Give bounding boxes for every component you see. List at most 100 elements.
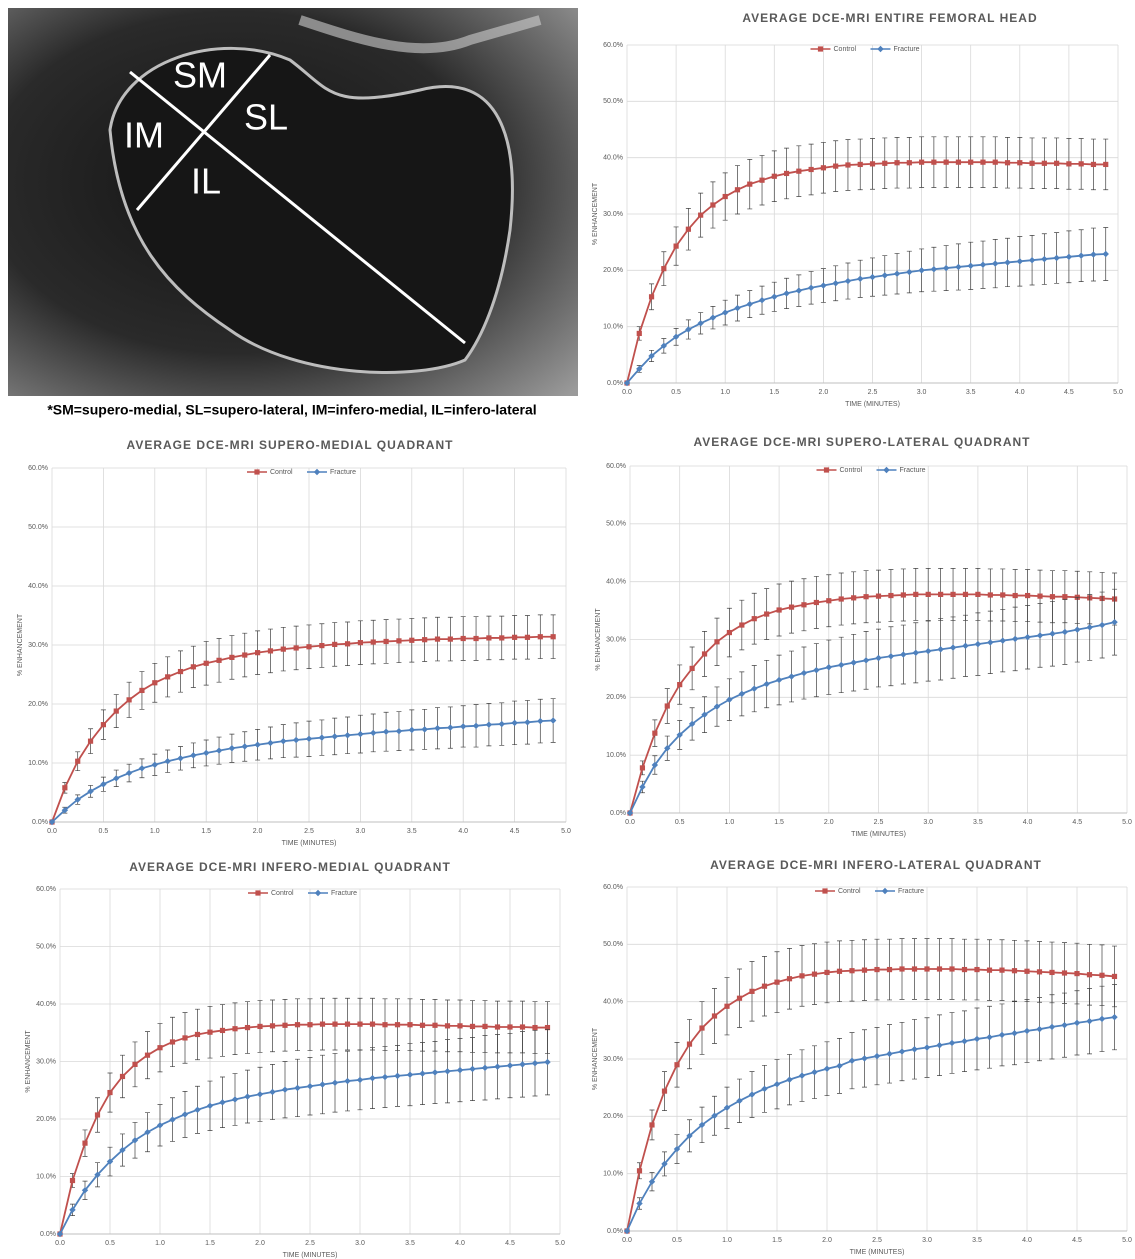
y-tick-label: 60.0% (603, 884, 623, 891)
y-tick-label: 50.0% (603, 98, 623, 105)
legend-label: Fracture (894, 46, 920, 53)
marker (849, 968, 854, 973)
marker (826, 598, 831, 603)
marker (763, 681, 769, 687)
marker (808, 285, 814, 291)
marker (145, 1053, 150, 1058)
marker (1061, 1022, 1067, 1028)
marker (152, 762, 158, 768)
marker (319, 1081, 325, 1087)
figure-canvas: SM SL IM IL *SM=supero-medial, SL=supero… (0, 0, 1135, 1259)
marker (332, 642, 337, 647)
chart-title: AVERAGE DCE-MRI SUPERO-LATERAL QUADRANT (693, 435, 1030, 449)
x-tick-label: 2.0 (253, 828, 263, 835)
marker (332, 733, 338, 739)
y-tick-label: 20.0% (603, 267, 623, 274)
marker (396, 728, 402, 734)
error-bars (625, 228, 1109, 383)
x-tick-label: 3.5 (407, 828, 417, 835)
marker (851, 595, 856, 600)
marker (674, 1062, 679, 1067)
marker (395, 1022, 400, 1027)
marker (229, 655, 234, 660)
marker (1079, 161, 1084, 166)
marker (191, 664, 196, 669)
marker (70, 1178, 75, 1183)
y-tick-label: 10.0% (36, 1173, 56, 1180)
marker (219, 1099, 225, 1105)
y-tick-label: 20.0% (603, 1113, 623, 1120)
marker (888, 653, 894, 659)
marker (749, 1091, 755, 1097)
marker (787, 976, 792, 981)
marker (320, 1022, 325, 1027)
marker (899, 1048, 905, 1054)
marker (809, 167, 814, 172)
series-line (52, 721, 553, 822)
marker (1029, 161, 1034, 166)
y-tick-label: 50.0% (606, 521, 626, 528)
marker (357, 1077, 363, 1083)
marker (826, 664, 832, 670)
marker (469, 1066, 475, 1072)
marker (962, 643, 968, 649)
marker (875, 655, 881, 661)
marker (113, 775, 119, 781)
x-tick-label: 1.0 (720, 389, 730, 396)
marker (1053, 255, 1059, 261)
marker (751, 685, 757, 691)
marker (371, 639, 376, 644)
marker (950, 592, 955, 597)
y-tick-label: 40.0% (603, 999, 623, 1006)
marker (850, 659, 856, 665)
marker (925, 648, 931, 654)
marker (344, 1078, 350, 1084)
y-axis-title: % ENHANCEMENT (592, 1027, 599, 1090)
marker (434, 725, 440, 731)
marker (697, 320, 703, 326)
marker (869, 274, 875, 280)
marker (473, 723, 479, 729)
marker (384, 639, 389, 644)
x-tick-label: 1.5 (205, 1240, 215, 1247)
marker (662, 1089, 667, 1094)
x-tick-label: 3.5 (966, 389, 976, 396)
marker (242, 743, 248, 749)
marker (294, 1085, 300, 1091)
y-axis-title: % ENHANCEMENT (592, 182, 599, 245)
y-tick-label: 0.0% (40, 1231, 56, 1238)
marker (435, 637, 440, 642)
marker (139, 688, 144, 693)
marker (494, 1063, 500, 1069)
legend-marker (255, 890, 260, 895)
marker (974, 967, 979, 972)
series-line (60, 1062, 548, 1234)
marker (771, 294, 777, 300)
marker (270, 1023, 275, 1028)
marker (182, 1111, 188, 1117)
error-bars (628, 589, 1118, 813)
legend-label: Fracture (898, 888, 924, 895)
marker (784, 171, 789, 176)
marker (432, 1023, 437, 1028)
marker (139, 765, 145, 771)
marker (1112, 974, 1117, 979)
marker (370, 1022, 375, 1027)
x-tick-label: 3.0 (922, 1237, 932, 1244)
series-line (52, 637, 553, 822)
y-tick-label: 30.0% (606, 636, 626, 643)
y-tick-label: 10.0% (603, 1171, 623, 1178)
marker (799, 1072, 805, 1078)
error-bars (625, 939, 1118, 1231)
y-tick-label: 40.0% (606, 579, 626, 586)
marker (857, 276, 863, 282)
marker (1054, 161, 1059, 166)
x-tick-label: 2.0 (255, 1240, 265, 1247)
x-tick-label: 0.0 (55, 1240, 65, 1247)
marker (911, 1046, 917, 1052)
marker (712, 1013, 717, 1018)
x-tick-label: 2.0 (824, 819, 834, 826)
marker (839, 596, 844, 601)
marker (345, 641, 350, 646)
marker (499, 721, 505, 727)
